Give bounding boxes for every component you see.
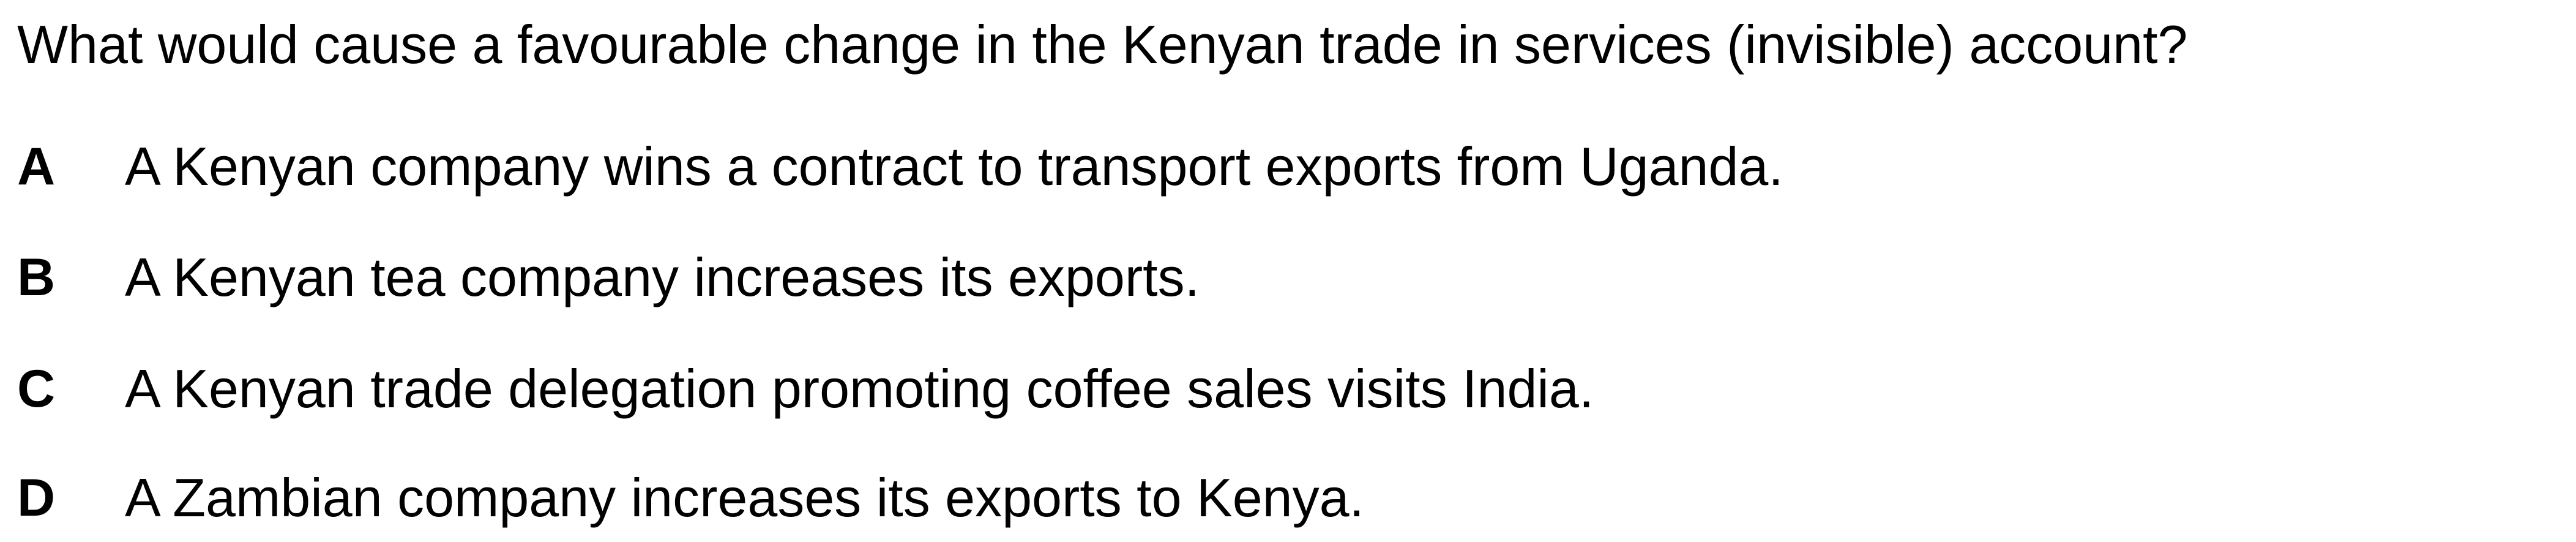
question-text: What would cause a favourable change in … [17,14,2188,75]
option-text: A Kenyan company wins a contract to tran… [125,136,1783,197]
option-letter: A [17,137,56,196]
option-letter: D [17,469,56,527]
option-letter: C [17,359,56,418]
option-a[interactable]: A A Kenyan company wins a contract to tr… [17,133,1783,200]
option-letter: B [17,248,56,307]
option-d[interactable]: D A Zambian company increases its export… [17,464,1364,532]
option-c[interactable]: C A Kenyan trade delegation promoting co… [17,355,1594,423]
option-text: A Kenyan trade delegation promoting coff… [125,358,1594,419]
option-text: A Zambian company increases its exports … [125,467,1364,528]
option-text: A Kenyan tea company increases its expor… [125,247,1200,307]
option-b[interactable]: B A Kenyan tea company increases its exp… [17,244,1200,311]
